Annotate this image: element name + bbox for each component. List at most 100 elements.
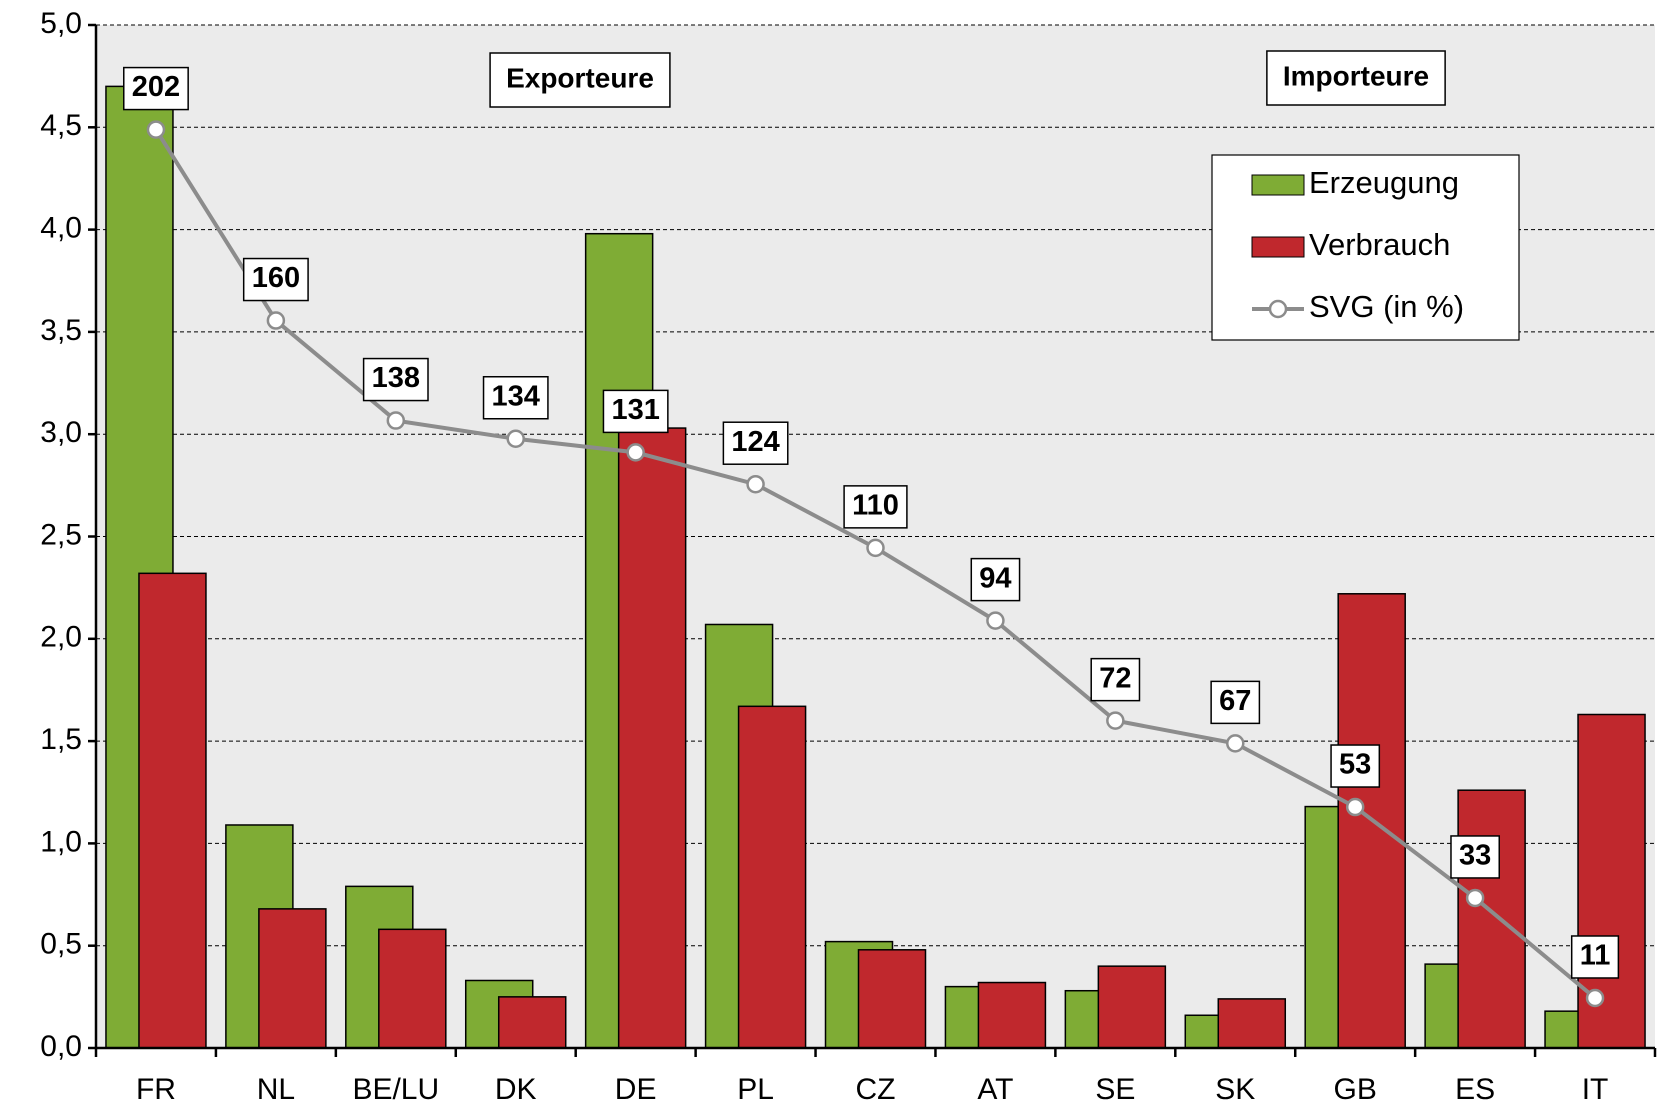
y-tick-label: 2,0: [40, 621, 82, 654]
annotation: Exporteure: [489, 52, 671, 108]
data-label: 94: [970, 557, 1021, 602]
data-label-box: [242, 257, 309, 302]
data-label-text: 138: [372, 362, 420, 394]
data-label-text: 11: [1580, 940, 1611, 972]
x-tick-label: DK: [495, 1073, 537, 1106]
data-label-box: [123, 66, 189, 111]
data-label-text: 67: [1219, 685, 1251, 717]
data-label-box: [1330, 744, 1381, 788]
data-label-box: [1570, 935, 1620, 979]
data-label-text: 131: [611, 394, 659, 426]
legend-label: SVG (in %): [1309, 289, 1464, 324]
line-marker: [626, 443, 645, 462]
bar: [857, 949, 927, 1049]
data-label: 131: [602, 389, 669, 434]
y-tick-label: 4,5: [40, 109, 82, 142]
x-tick-label: NL: [257, 1073, 295, 1106]
line-marker: [386, 411, 406, 430]
y-tick-label: 3,0: [40, 416, 82, 449]
annotation-text: Importeure: [1283, 60, 1429, 91]
data-label-box: [843, 485, 908, 529]
x-tick-label: IT: [1582, 1073, 1609, 1106]
data-label-box: [970, 557, 1021, 602]
data-label-box: [1210, 680, 1261, 725]
x-tick-label: AT: [977, 1073, 1013, 1106]
data-label: 67: [1210, 680, 1261, 725]
legend-label: Erzeugung: [1309, 165, 1459, 200]
data-label-box: [482, 375, 549, 420]
data-label: 110: [843, 485, 908, 529]
x-tick-label: CZ: [856, 1073, 896, 1106]
y-tick-label: 2,5: [40, 518, 82, 551]
data-label-box: [722, 421, 789, 465]
data-label-text: 94: [979, 562, 1011, 594]
line-marker: [266, 311, 286, 330]
x-tick-label: SE: [1095, 1073, 1135, 1106]
line-marker: [746, 474, 765, 494]
data-label-box: [1090, 657, 1141, 702]
bar: [1217, 998, 1287, 1049]
x-tick-label: PL: [737, 1073, 774, 1106]
data-label-text: 72: [1099, 662, 1131, 694]
legend-swatch: [1251, 236, 1305, 258]
y-tick-label: 3,5: [40, 314, 82, 347]
data-label-text: 124: [731, 426, 779, 458]
x-tick-label: BE/LU: [352, 1073, 439, 1106]
bar: [258, 908, 327, 1049]
data-label: 124: [722, 421, 789, 465]
line-marker: [1345, 797, 1365, 817]
data-label: 134: [482, 375, 549, 420]
bar: [1457, 789, 1526, 1049]
legend: Erzeugung Verbrauch SVG (in %): [1211, 154, 1520, 341]
line-marker: [1106, 711, 1125, 730]
bar: [1097, 965, 1167, 1049]
data-label-text: 53: [1339, 749, 1371, 781]
x-tick-label: ES: [1455, 1073, 1495, 1106]
data-label-text: 110: [852, 490, 899, 522]
data-label-text: 33: [1459, 840, 1491, 872]
legend-label: Verbrauch: [1309, 227, 1450, 262]
bar: [977, 981, 1047, 1049]
data-label-box: [602, 389, 669, 434]
line-marker: [986, 611, 1005, 630]
x-tick-label: GB: [1334, 1073, 1377, 1106]
data-label-text: 202: [132, 71, 180, 103]
y-tick-label: 1,5: [40, 723, 82, 756]
line-marker: [1465, 888, 1485, 908]
legend-swatch: [1251, 174, 1305, 196]
data-label: 138: [362, 357, 429, 402]
data-label: 160: [242, 257, 309, 302]
data-label: 202: [123, 66, 189, 111]
y-tick-label: 0,5: [40, 928, 82, 961]
x-tick-label: FR: [136, 1073, 176, 1106]
y-tick-label: 4,0: [40, 212, 82, 245]
legend-marker: [1268, 299, 1288, 319]
line-marker: [146, 120, 166, 139]
data-label: 11: [1570, 935, 1620, 979]
data-label: 33: [1450, 835, 1500, 879]
data-label: 72: [1090, 657, 1141, 702]
line-marker: [866, 538, 885, 558]
data-label-box: [1450, 835, 1500, 879]
y-tick-label: 0,0: [40, 1030, 82, 1063]
bar: [497, 996, 567, 1049]
annotation-text: Exporteure: [506, 62, 654, 93]
line-marker: [506, 429, 525, 448]
annotation-box: [1266, 50, 1446, 106]
bar: [617, 427, 687, 1049]
y-tick-label: 5,0: [40, 7, 82, 40]
x-tick-label: SK: [1215, 1073, 1255, 1106]
bar: [138, 572, 207, 1049]
annotation-box: [489, 52, 671, 108]
data-label-text: 134: [492, 380, 540, 412]
data-label-text: 160: [252, 262, 300, 294]
annotation: Importeure: [1266, 50, 1446, 106]
line-marker: [1226, 734, 1245, 753]
y-tick-label: 1,0: [40, 825, 82, 858]
line-marker: [1585, 988, 1605, 1008]
data-label-box: [362, 357, 429, 402]
bar: [737, 705, 807, 1049]
x-tick-label: DE: [615, 1073, 657, 1106]
bar: [378, 928, 447, 1049]
